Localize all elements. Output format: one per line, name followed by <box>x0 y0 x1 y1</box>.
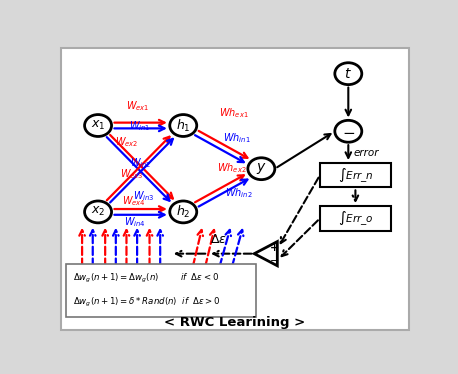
Text: $-$: $-$ <box>342 124 355 139</box>
FancyBboxPatch shape <box>61 48 409 330</box>
Text: $t$: $t$ <box>344 67 352 81</box>
Text: $y$: $y$ <box>256 161 267 176</box>
Text: $h_2$: $h_2$ <box>176 204 191 220</box>
Text: $W_{in4}$: $W_{in4}$ <box>125 215 146 229</box>
Text: error: error <box>354 148 379 157</box>
Text: < RWC Learining >: < RWC Learining > <box>164 316 305 329</box>
Text: $Wh_{ex2}$: $Wh_{ex2}$ <box>217 161 246 175</box>
Polygon shape <box>254 242 277 266</box>
Circle shape <box>85 201 112 223</box>
Text: $W_{ex3}$: $W_{ex3}$ <box>120 167 144 181</box>
Circle shape <box>335 120 362 142</box>
Text: $Wh_{in1}$: $Wh_{in1}$ <box>224 131 251 145</box>
FancyBboxPatch shape <box>320 206 391 231</box>
Text: $W_{in3}$: $W_{in3}$ <box>133 189 155 203</box>
Text: $W_{ex2}$: $W_{ex2}$ <box>115 136 138 150</box>
Text: $\Delta\varepsilon$: $\Delta\varepsilon$ <box>210 233 227 246</box>
Text: $-$: $-$ <box>269 254 279 264</box>
Text: $W_{in2}$: $W_{in2}$ <box>130 157 151 171</box>
Text: $\Delta w_g(n+1) = \delta * Rand(n)$  $if$  $\Delta\varepsilon > 0$: $\Delta w_g(n+1) = \delta * Rand(n)$ $if… <box>72 295 220 309</box>
FancyBboxPatch shape <box>320 163 391 187</box>
Text: $x_1$: $x_1$ <box>91 119 105 132</box>
Circle shape <box>335 63 362 85</box>
Text: $\Delta w_g(n+1) = \Delta w_g(n)$        $if$  $\Delta\varepsilon < 0$: $\Delta w_g(n+1) = \Delta w_g(n)$ $if$ $… <box>72 272 218 285</box>
Circle shape <box>85 114 112 137</box>
Text: $x_2$: $x_2$ <box>91 205 105 218</box>
Text: $W_{ex4}$: $W_{ex4}$ <box>122 194 146 208</box>
Circle shape <box>170 114 197 137</box>
Text: +: + <box>270 243 279 254</box>
Text: $W_{in1}$: $W_{in1}$ <box>129 119 150 133</box>
Circle shape <box>170 201 197 223</box>
Text: $\int$$Err\_n$: $\int$$Err\_n$ <box>338 166 373 184</box>
FancyBboxPatch shape <box>66 264 256 317</box>
Text: $Wh_{ex1}$: $Wh_{ex1}$ <box>219 106 248 120</box>
Text: $Wh_{in2}$: $Wh_{in2}$ <box>225 186 252 200</box>
Text: $\int$$Err\_o$: $\int$$Err\_o$ <box>338 209 373 227</box>
Text: $W_{ex1}$: $W_{ex1}$ <box>126 99 150 113</box>
Circle shape <box>248 158 275 180</box>
Text: $h_1$: $h_1$ <box>176 117 191 134</box>
